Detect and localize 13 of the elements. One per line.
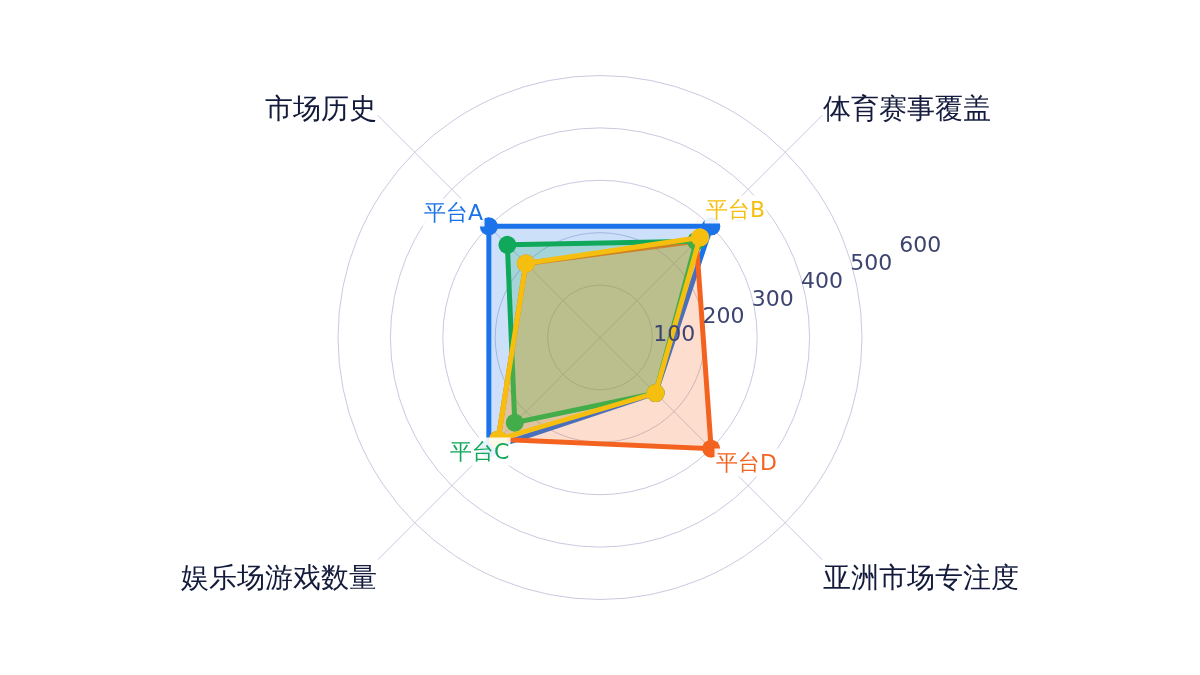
series-label: 平台D bbox=[716, 450, 777, 475]
spoke-label: 娱乐场游戏数量 bbox=[181, 560, 378, 594]
y-tick-label: 500 bbox=[850, 249, 893, 275]
y-tick-label: 300 bbox=[751, 285, 794, 311]
y-tick-label: 600 bbox=[899, 231, 942, 257]
y-tick-label: 200 bbox=[702, 303, 745, 329]
series-label: 平台B bbox=[706, 197, 766, 222]
y-tick-label: 400 bbox=[800, 267, 843, 293]
spoke-label: 亚洲市场专注度 bbox=[822, 560, 1019, 594]
spoke-label: 市场历史 bbox=[265, 91, 378, 125]
series-label: 平台A bbox=[424, 200, 484, 225]
series-label: 平台C bbox=[450, 439, 510, 464]
spoke-label: 体育赛事覆盖 bbox=[822, 91, 991, 125]
